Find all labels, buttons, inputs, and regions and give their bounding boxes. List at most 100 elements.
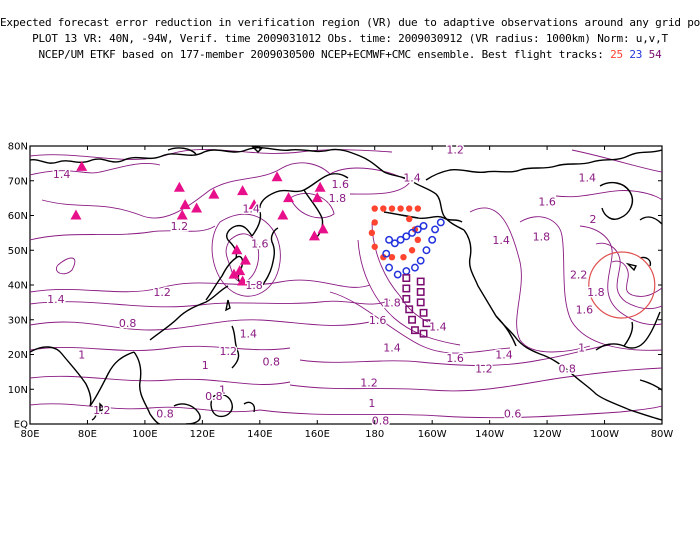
track-b-point [396,235,405,244]
track-a-point [388,254,396,261]
track-b-point [422,246,431,255]
contour-label: 0.8 [119,317,137,330]
track-c-point [402,294,411,303]
track-c-point [408,315,417,324]
observation-triangle [277,209,289,220]
track-a-point [414,205,422,212]
track-c-point [416,298,425,307]
track-b-point [385,263,394,272]
lat-label: 50N [8,246,28,257]
chart-title-line-3: NCEP/UM ETKF based on 177-member 2009030… [0,48,700,61]
contour-label: 1.4 [53,168,71,181]
contour-label: 0.8 [558,362,576,375]
contour-label: 1 [368,397,375,410]
flight-track-c [402,274,431,338]
contour-label: 1.2 [446,143,464,156]
lon-label: 80W [651,429,674,440]
observation-triangle [317,223,329,234]
lon-label: 140E [247,429,272,440]
track-a-point [380,205,387,212]
contour-label: 1.2 [475,362,493,375]
track-b-point [382,249,391,258]
observation-triangle [237,275,249,286]
contour-label: 1.4 [495,349,513,362]
track-c-point [410,326,419,335]
map-frame [29,145,663,425]
flight-track-a [368,205,422,261]
track-a-point [408,247,416,254]
lat-label: 60N [8,211,28,222]
contour-label: 0.8 [372,415,390,428]
lon-label: 160E [305,429,330,440]
lat-label: 80N [8,142,28,153]
contour-lines [30,149,662,419]
contour-label: 1.4 [242,203,260,216]
contour-label: 1.8 [587,286,605,299]
track-a-point [406,205,413,212]
track-c-point [402,284,411,293]
lat-label: 40N [8,281,28,292]
contour-label: 1.4 [579,171,597,184]
observation-triangle [311,192,323,203]
verification-region-circle [588,251,656,319]
observation-triangle [176,209,188,220]
contour-label: 1.8 [245,279,263,292]
contour-label: 1.2 [360,376,378,389]
contour-labels: 1.41.21.41.61.81.61.81.41.21.41.20.811.4… [46,142,607,429]
track-c-point [419,308,428,317]
lat-label: 20N [8,350,28,361]
contour-label: 1.6 [446,352,464,365]
track-c-point [419,329,428,338]
observation-triangle [283,192,295,203]
observation-triangle [234,265,246,276]
lat-label: 70N [8,176,28,187]
contour-label: 0.8 [205,390,223,403]
contour-label: 1.4 [240,328,258,341]
track-a-point [380,254,387,261]
track-a-point [368,229,376,237]
lat-label: 30N [8,315,28,326]
ensemble-description: NCEP/UM ETKF based on 177-member 2009030… [38,48,611,61]
lat-label: 10N [8,385,28,396]
observation-triangle [314,181,326,192]
track-b-point [419,221,428,230]
lon-label: 140W [475,429,504,440]
chart-title-line-2: PLOT 13 VR: 40N, -94W, Verif. time 20090… [32,32,668,45]
coastlines [30,146,662,424]
contour-label: 1.2 [219,345,237,358]
flight-track-c-label: 54 [648,48,662,61]
lon-label: 100E [132,429,157,440]
track-b-point [390,239,399,248]
observation-triangle [239,254,251,265]
track-a-point [406,215,413,223]
contour-label: 1.6 [251,237,269,250]
flight-track-b-label: 23 [629,48,643,61]
observation-triangle [308,230,320,241]
track-b-point [428,235,437,244]
track-c-point [416,288,425,296]
track-a-point [397,205,404,212]
observation-triangle [228,268,240,279]
track-b-point [413,225,422,234]
lon-label: 100W [590,429,619,440]
contour-label: 1 [78,349,85,362]
contour-label: 0.6 [504,408,522,421]
track-c-point [422,319,431,328]
lon-label: 120W [533,429,562,440]
lon-label: 120E [190,429,215,440]
track-a-point [400,254,407,261]
track-b-point [408,228,417,237]
contour-label: 1.6 [538,196,556,209]
contour-label: 0.8 [263,355,281,368]
chart-title-line-1: Expected forecast error reduction in ver… [0,16,700,29]
contour-label: 1.4 [383,342,401,355]
track-b-point [416,256,425,265]
flight-track-a-label: 25 [610,48,623,61]
contour-label: 1.8 [329,192,347,205]
lon-label: 80E [20,429,39,440]
contour-label: 1.6 [332,178,350,191]
observation-triangle [76,160,88,171]
contour-label: 1 [202,359,209,372]
